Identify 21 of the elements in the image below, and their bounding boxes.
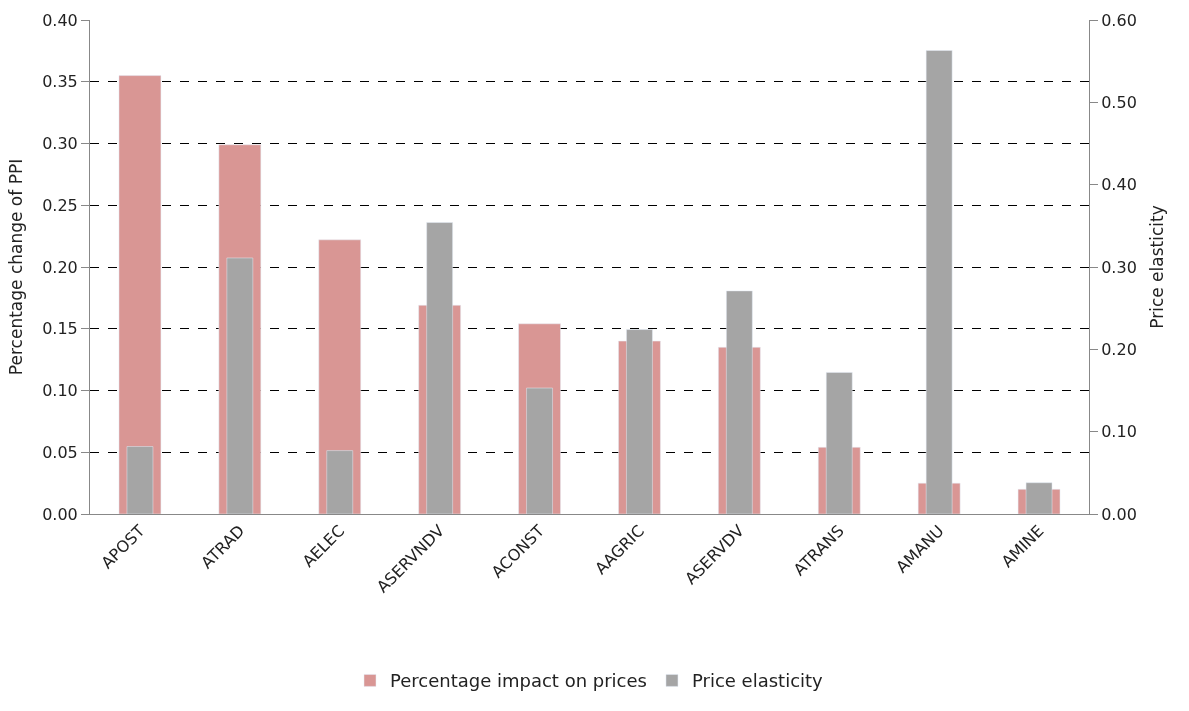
y-tick-label: 0.10 (42, 381, 78, 401)
y2-tick-label: 0.50 (1101, 92, 1137, 112)
y-tick-label: 0.05 (42, 442, 78, 462)
y-tick-label: 0.40 (42, 10, 78, 30)
y2-tick-label: 0.10 (1101, 422, 1137, 442)
y-tick-label: 0.00 (42, 504, 78, 524)
legend-label: Percentage impact on prices (390, 670, 647, 692)
y2-tick-label: 0.30 (1101, 257, 1137, 277)
bar (118, 75, 162, 514)
y-tick-label: 0.35 (42, 72, 78, 92)
y2-tick-label: 0.60 (1101, 10, 1137, 30)
y-tick-label: 0.30 (42, 134, 78, 154)
y-axis-title: Percentage change of PPI (5, 158, 26, 376)
y-tick-label: 0.25 (42, 195, 78, 215)
y-tick-label: 0.20 (42, 257, 78, 277)
y2-axis-title: Price elasticity (1147, 205, 1168, 329)
y2-tick-label: 0.00 (1101, 504, 1137, 524)
y2-tick-label: 0.20 (1101, 339, 1137, 359)
y-tick-label: 0.15 (42, 319, 78, 339)
y2-tick-label: 0.40 (1101, 175, 1137, 195)
legend-label: Price elasticity (691, 670, 824, 692)
